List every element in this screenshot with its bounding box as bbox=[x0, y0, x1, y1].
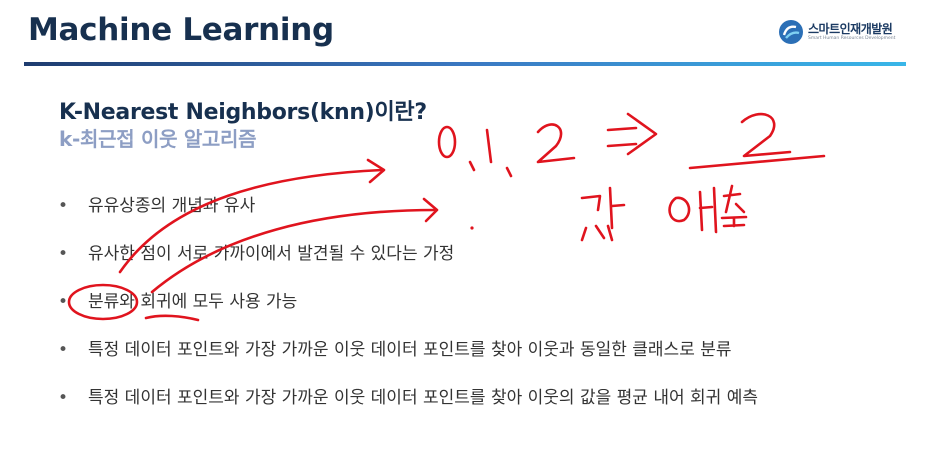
logo-name: 스마트인재개발원 bbox=[808, 21, 893, 36]
bullet-item: 특정 데이터 포인트와 가장 가까운 이웃 데이터 포인트를 찾아 이웃과 동일… bbox=[58, 332, 758, 380]
bullet-item: 유유상종의 개념과 유사 bbox=[58, 188, 758, 236]
logo-tagline: Smart Human Resources Development bbox=[808, 35, 896, 41]
slide-title: K-Nearest Neighbors(knn)이란? bbox=[59, 100, 427, 125]
header-rule bbox=[24, 62, 906, 66]
ink-handwritten-values bbox=[437, 112, 826, 178]
bullet-item: 유사한 점이 서로 가까이에서 발견될 수 있다는 가정 bbox=[58, 236, 758, 284]
bullet-item: 특정 데이터 포인트와 가장 가까운 이웃 데이터 포인트를 찾아 이웃의 값을… bbox=[58, 380, 758, 428]
ink-arrow-upper-head bbox=[366, 158, 386, 184]
bullet-item: 분류와 회귀에 모두 사용 가능 bbox=[58, 284, 758, 332]
slide-subtitle: k-최근접 이웃 알고리즘 bbox=[59, 127, 257, 151]
logo-mark-icon bbox=[779, 20, 803, 44]
bullet-list: 유유상종의 개념과 유사 유사한 점이 서로 가까이에서 발견될 수 있다는 가… bbox=[58, 188, 758, 428]
brand-logo: 스마트인재개발원 Smart Human Resources Developme… bbox=[778, 19, 895, 45]
header-title: Machine Learning bbox=[28, 12, 334, 48]
